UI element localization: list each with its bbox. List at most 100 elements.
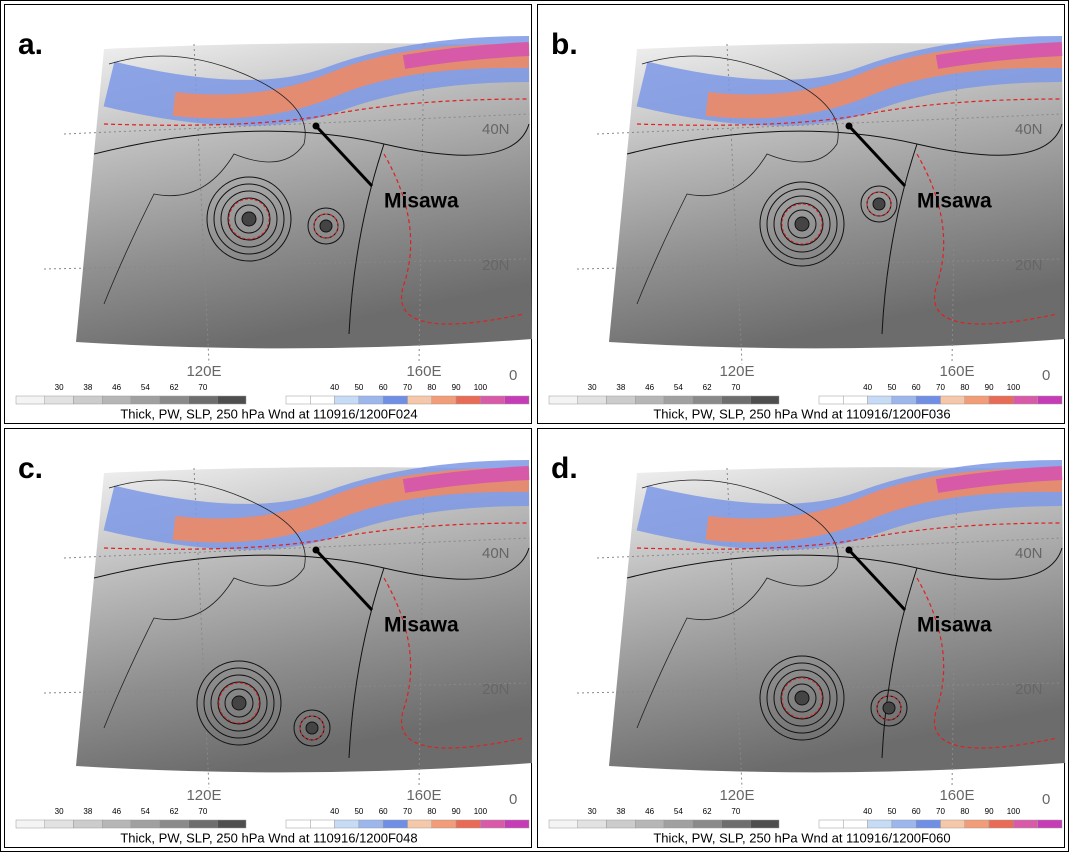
colorbar-tick-label: 46 [645, 383, 654, 392]
storm-isobar [196, 660, 282, 746]
lat-label: 20N [1015, 681, 1043, 698]
colorbar-cell [915, 395, 941, 405]
storm-isobar [234, 204, 264, 234]
caption: Thick, PW, SLP, 250 hPa Wnd at 110916/12… [653, 406, 950, 421]
lat-label: 20N [1015, 257, 1043, 274]
colorbar-cell [188, 395, 218, 405]
colorbar-tick-label: 100 [474, 383, 488, 392]
colorbar-cell [130, 819, 160, 829]
colorbar-cell [988, 395, 1014, 405]
storm-isobar [220, 190, 278, 248]
colorbar-cell [1037, 819, 1063, 829]
colorbar-cell [692, 819, 722, 829]
colorbar-tick-label: 40 [863, 383, 872, 392]
coastline [103, 55, 306, 305]
storm-isobar [305, 721, 319, 735]
storm-isobar [773, 669, 831, 727]
colorbar-tick-label: 38 [616, 807, 625, 816]
colorbar-tick-label: 30 [55, 807, 64, 816]
panel-border [4, 428, 532, 848]
colorbar-cell [382, 395, 408, 405]
lon-label: 160E [406, 787, 441, 804]
thickness-line [916, 577, 1058, 749]
storm-isobar [872, 197, 886, 211]
map-panel: a. Misawa 40N 20N 120E 160E 0 30 38 46 54 62 70 40 50 6… [4, 4, 532, 424]
storm-isobar [206, 176, 292, 262]
storm-isobar [224, 688, 254, 718]
storm-thickness [299, 715, 325, 741]
isobar [93, 547, 530, 580]
colorbar-cell [548, 395, 578, 405]
colorbar-tick-label: 46 [112, 807, 121, 816]
colorbar-cell [1013, 819, 1038, 829]
colorbar-cell [480, 395, 505, 405]
colorbar-cell [891, 395, 917, 405]
lon-label: 160E [406, 363, 441, 380]
colorbar-tick-label: 62 [170, 807, 179, 816]
station-label: Misawa [917, 614, 992, 637]
colorbar-tick-label: 38 [616, 383, 625, 392]
colorbar-tick-label: 100 [1007, 383, 1021, 392]
colorbar-cell [940, 395, 966, 405]
colorbar-cell [964, 395, 990, 405]
colorbar-cell [480, 819, 505, 829]
colorbar-tick-label: 70 [731, 383, 740, 392]
colorbar-cell [130, 395, 160, 405]
lon-label: 120E [186, 787, 221, 804]
colorbar-cell [635, 819, 665, 829]
panel-border [4, 4, 532, 424]
storm-isobar [870, 689, 908, 727]
colorbar-cell [15, 395, 45, 405]
station-pointer [314, 548, 374, 612]
colorbar-tick-label: 60 [912, 807, 921, 816]
isobar [626, 547, 1063, 580]
colorbar-tick-label: 70 [731, 807, 740, 816]
colorbar-tick-label: 80 [427, 807, 436, 816]
colorbar-tick-label: 40 [330, 807, 339, 816]
lon-label: 0 [1042, 791, 1050, 808]
lon-line [418, 467, 425, 789]
isobar [626, 123, 1063, 156]
colorbar-cell [310, 395, 335, 405]
colorbar-tick-label: 62 [703, 383, 712, 392]
thickness-line [383, 577, 525, 749]
colorbar-cell [663, 819, 693, 829]
colorbar-cell [455, 395, 481, 405]
colorbar-cell [285, 395, 311, 405]
colorbar-cell [431, 395, 457, 405]
storm-isobar [203, 667, 275, 739]
lon-label: 0 [509, 791, 517, 808]
lat-line [576, 682, 1063, 694]
colorbar-tick-label: 90 [985, 383, 994, 392]
storm-isobar [860, 185, 898, 223]
lon-label: 0 [1042, 367, 1050, 384]
colorbar-tick-label: 50 [354, 807, 363, 816]
colorbar-cell [1037, 395, 1063, 405]
map-panel: d. Misawa 40N 20N 120E 160E 0 30 38 46 54 62 70 40 50 6… [537, 428, 1065, 848]
lon-label: 120E [719, 363, 754, 380]
storm-thickness [313, 213, 339, 239]
storm-isobar [787, 209, 817, 239]
colorbar-cell [818, 819, 844, 829]
colorbar-cell [159, 819, 189, 829]
colorbar-cell [818, 395, 844, 405]
colorbar-tick-label: 40 [330, 383, 339, 392]
colorbar-cell [73, 395, 103, 405]
lat-line [43, 258, 530, 270]
colorbar-cell [843, 395, 868, 405]
storm-isobar [227, 197, 271, 241]
colorbar-cell [504, 395, 530, 405]
lat-label: 40N [1015, 121, 1043, 138]
panel-label: d. [551, 452, 578, 485]
station-label: Misawa [384, 614, 459, 637]
storm-thickness [876, 695, 902, 721]
map-panel: c. Misawa 40N 20N 120E 160E 0 30 38 46 54 62 70 40 50 6… [4, 428, 532, 848]
jet-band [935, 42, 1063, 69]
colorbar-tick-label: 70 [198, 383, 207, 392]
colorbar-tick-label: 30 [55, 383, 64, 392]
colorbar-tick-label: 54 [674, 807, 683, 816]
panel-label: b. [551, 28, 578, 61]
colorbar-tick-label: 100 [474, 807, 488, 816]
lat-label: 40N [482, 121, 510, 138]
